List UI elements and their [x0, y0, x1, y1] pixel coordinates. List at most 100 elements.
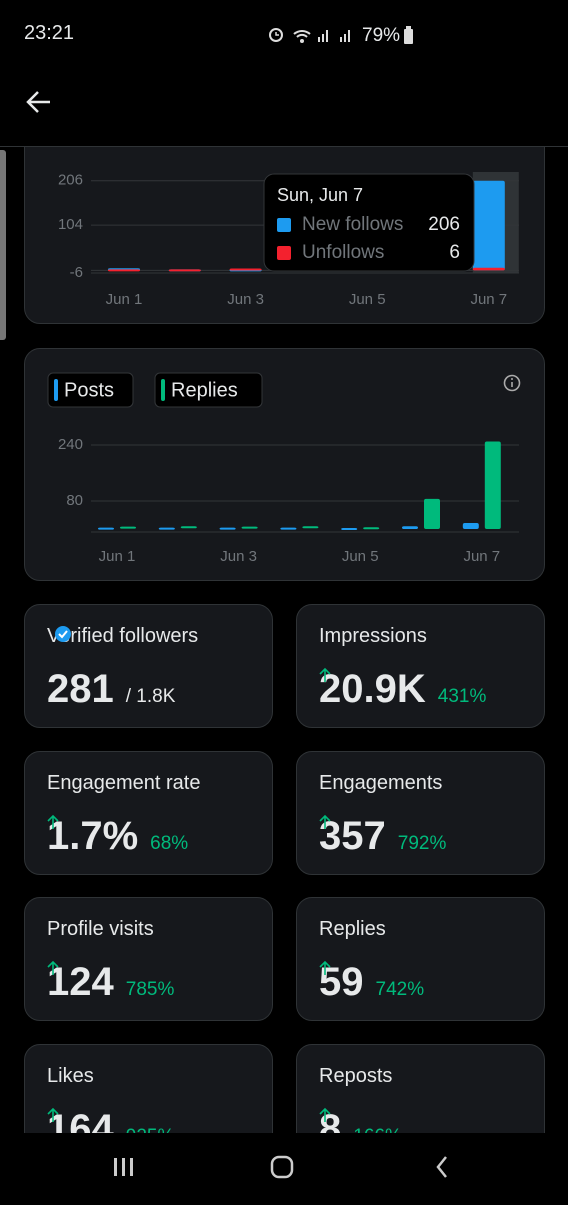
stat-row: 1.7% 68%	[47, 814, 188, 859]
bar	[363, 527, 380, 530]
stat-change: 925%	[126, 1126, 175, 1133]
stat-value: 1.7%	[47, 813, 139, 858]
bar	[229, 268, 262, 271]
nav-icons	[114, 1155, 447, 1179]
verified-badge	[55, 626, 71, 642]
stat-card: Engagement rate 1.7% 68%	[24, 750, 273, 875]
status-battery: 79%	[362, 25, 401, 46]
stat-card: Verified followers 281 / 1.8K	[24, 604, 273, 728]
stat-card: Impressions 20.9K 431%	[296, 604, 545, 728]
stat-label: Replies	[319, 918, 386, 941]
up-arrow	[47, 1107, 59, 1123]
stat-row: 59 742%	[319, 960, 424, 1005]
legend-chip[interactable]	[154, 372, 263, 408]
stat-change-wrap: 792%	[319, 814, 447, 855]
stat-row: 20.9K 431%	[319, 667, 486, 712]
stat-label-text: Likes	[47, 1065, 94, 1088]
stat-value: 59	[319, 960, 364, 1005]
bar	[472, 267, 505, 271]
battery-icon	[404, 26, 413, 44]
stat-label: Engagements	[319, 772, 442, 795]
bar	[424, 498, 440, 529]
scrollbar	[0, 150, 6, 340]
stat-label: Verified followers	[47, 625, 198, 648]
stat-row: 164 925%	[47, 1107, 174, 1133]
status-time: 23:21	[24, 22, 75, 44]
chart: -6 104 206 Jun 1 Jun 3 Jun 5 Jun 7 Sun, Jun 7 Ne…	[58, 172, 519, 308]
stat-value: 124	[47, 960, 114, 1005]
stat-row: 124 785%	[47, 960, 174, 1005]
bar	[341, 528, 358, 530]
up-arrow	[47, 814, 59, 829]
stat-label: Profile visits	[47, 918, 154, 941]
stat-label-text: Verified followers	[47, 625, 199, 647]
up-arrow	[319, 1107, 331, 1123]
bar	[472, 180, 505, 271]
tooltip	[263, 173, 475, 272]
stat-label-text: Profile visits	[47, 918, 154, 941]
legend-chip[interactable]	[47, 372, 134, 408]
stat-change-wrap: 785%	[47, 961, 175, 1001]
back-nav[interactable]	[436, 1156, 447, 1178]
y-tick-label: 240	[58, 436, 83, 453]
bar	[402, 526, 418, 529]
bar	[120, 526, 136, 529]
followers-chart-card: -6 104 206 Jun 1 Jun 3 Jun 5 Jun 7 Sun, Jun 7 Ne…	[24, 147, 545, 324]
stat-label-text: Replies	[319, 918, 386, 941]
tooltip-series-name: New follows	[302, 214, 403, 235]
stat-value: 20.9K	[319, 667, 426, 711]
y-tick-label: 80	[66, 492, 83, 509]
stat-change-wrap: 166%	[319, 1107, 402, 1133]
tooltip-title: Sun, Jun 7	[277, 185, 363, 205]
stat-change: 431%	[437, 686, 487, 707]
stat-card: Likes 164 925%	[24, 1044, 273, 1133]
stat-value: 281	[47, 667, 114, 711]
nav-bar	[0, 1133, 568, 1200]
up-arrow	[319, 961, 331, 976]
tooltip-value: 206	[428, 214, 460, 235]
up-arrow	[47, 961, 59, 976]
bar	[108, 269, 140, 272]
stat-label: Engagement rate	[47, 772, 200, 795]
y-tick-label: 104	[58, 216, 83, 233]
x-tick-label: Jun 1	[99, 548, 136, 565]
back-button[interactable]	[24, 88, 54, 116]
tooltip-series-name: Unfollows	[302, 242, 384, 263]
x-tick-label: Jun 5	[342, 548, 379, 565]
up-arrow	[319, 667, 331, 682]
recent-apps[interactable]	[114, 1158, 133, 1176]
stat-change: 166%	[353, 1126, 402, 1133]
stat-change: 742%	[375, 979, 425, 1001]
bar	[302, 526, 319, 529]
home[interactable]	[270, 1155, 294, 1179]
bar	[219, 527, 236, 530]
stat-total: / 1.8K	[125, 686, 176, 707]
stat-label-text: Impressions	[319, 625, 427, 647]
y-tick-label: -6	[70, 264, 83, 281]
stat-change: 68%	[150, 832, 189, 854]
x-tick-label: Jun 3	[227, 291, 264, 308]
bar	[462, 523, 479, 529]
bar	[98, 527, 114, 530]
tooltip-value: 6	[449, 242, 460, 263]
status-icons	[269, 28, 350, 43]
stat-card: Replies 59 742%	[296, 897, 545, 1022]
x-tick-label: Jun 5	[349, 291, 386, 308]
posts-chart-card: 80 240 Jun 1 Jun 3 Jun 5 Jun 7 Posts Replies	[24, 348, 545, 581]
stat-change: 785%	[125, 979, 175, 1001]
stat-change: 792%	[397, 832, 447, 854]
legend-label: Posts	[64, 379, 114, 401]
x-tick-label: Jun 7	[470, 291, 507, 308]
up-arrow	[319, 814, 331, 829]
bar	[180, 526, 197, 529]
stat-row: 357 792%	[319, 814, 446, 859]
stat-value: 164	[47, 1107, 114, 1133]
y-tick-label: 206	[58, 172, 83, 189]
bar	[168, 269, 201, 272]
header-divider	[0, 146, 568, 147]
stat-label: Likes	[47, 1065, 94, 1088]
bar	[484, 441, 501, 529]
legend-swatch	[54, 379, 58, 401]
x-tick-label: Jun 7	[463, 548, 500, 565]
stat-value: 357	[319, 813, 386, 858]
